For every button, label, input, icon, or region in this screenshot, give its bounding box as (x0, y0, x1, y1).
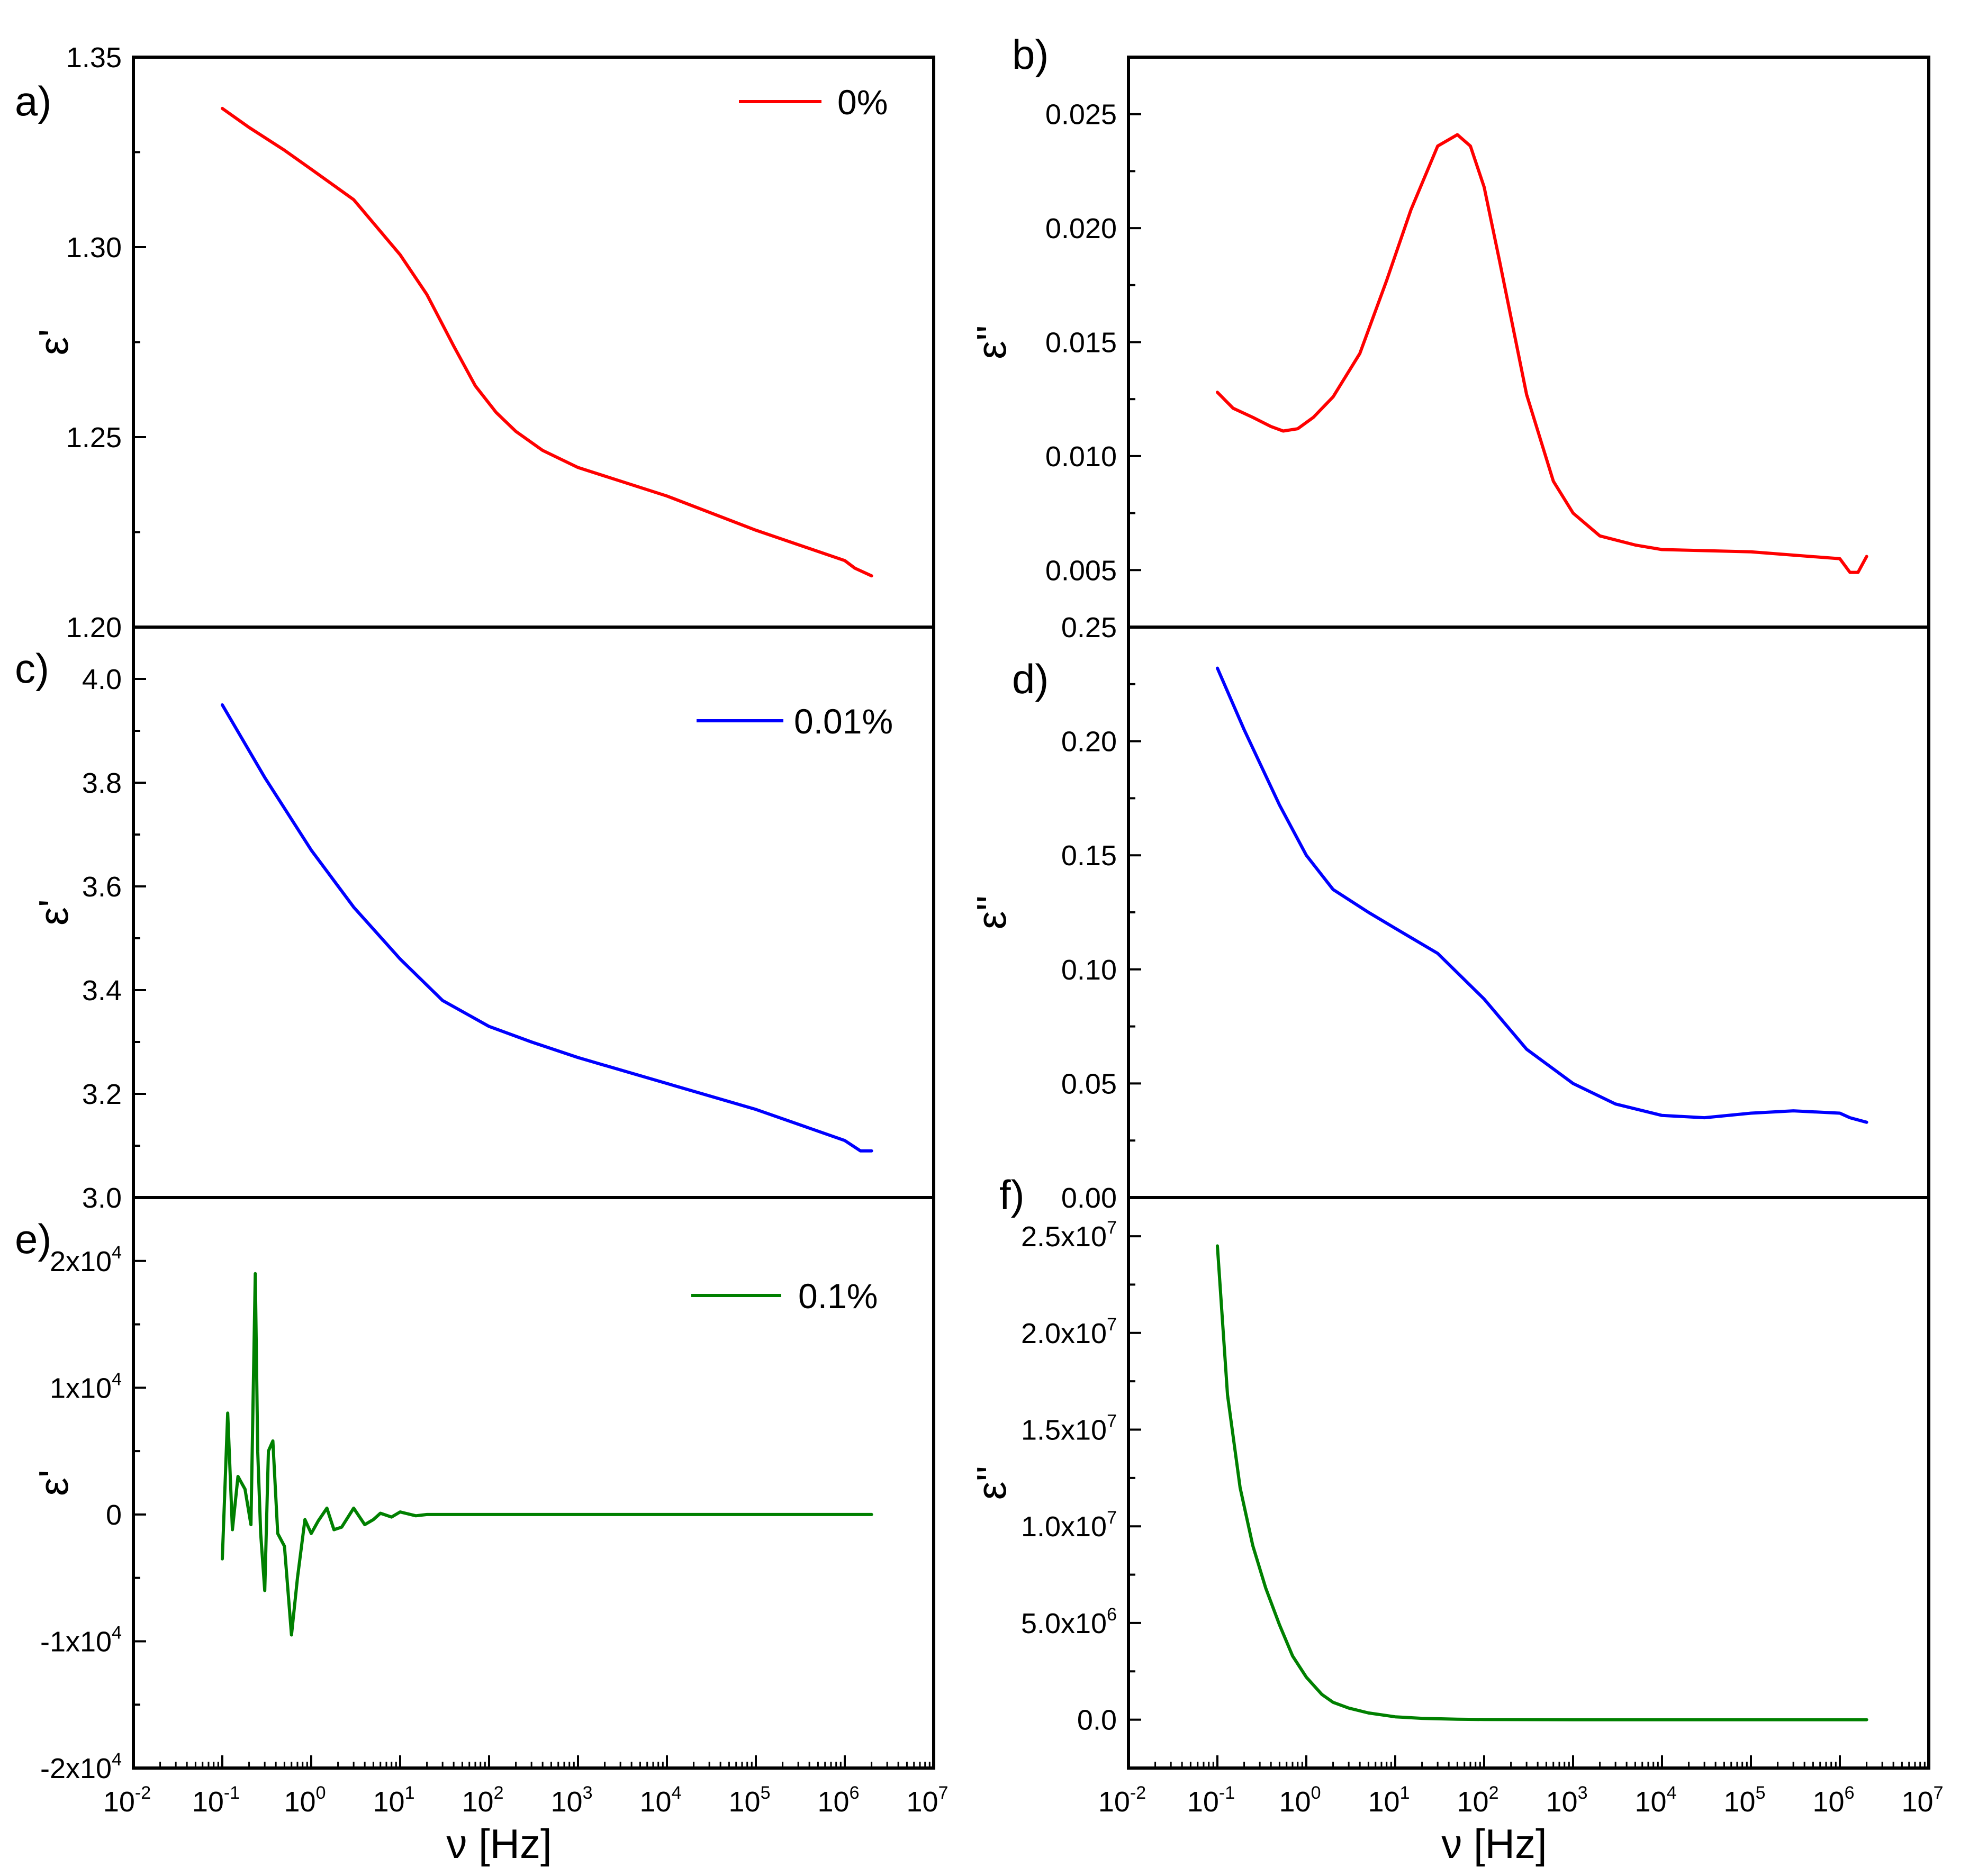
data-series-line (221, 106, 873, 578)
y-tick-label: 0.025 (1045, 99, 1117, 131)
x-tick-label: 105 (729, 1783, 771, 1818)
y-tick-label: 3.2 (82, 1079, 122, 1110)
x-tick-label: 106 (818, 1783, 860, 1818)
x-tick-label: 10-2 (103, 1783, 151, 1818)
y-tick-label: 5.0x106 (1021, 1605, 1117, 1639)
x-tick-label: 106 (1813, 1783, 1855, 1818)
panel-label: c) (15, 645, 49, 692)
panel-a: 1.20 1.25 1.30 1.35 ε' a) 0% (15, 42, 935, 644)
y-tick-label: 0.010 (1045, 441, 1117, 473)
y-tick-label: 0.20 (1061, 726, 1117, 758)
x-tick-label: 103 (551, 1783, 593, 1818)
y-axis-title: ε' (30, 329, 77, 356)
y-tick-label: 0.005 (1045, 555, 1117, 586)
y-tick-label: 2.5x107 (1021, 1218, 1117, 1253)
y-tick-label: 0.020 (1045, 213, 1117, 244)
data-series-line (1216, 133, 1868, 574)
x-tick-label: 101 (373, 1783, 415, 1818)
x-tick-label: 100 (1279, 1783, 1321, 1818)
x-tick-label: 10-1 (1187, 1783, 1235, 1818)
y-tick-label: 0.15 (1061, 840, 1117, 872)
y-tick-label: -1x104 (40, 1623, 122, 1657)
x-tick-label: 10-1 (192, 1783, 240, 1818)
y-tick-label: 3.0 (82, 1182, 122, 1214)
panel-f: 0.0 5.0x106 1.0x107 1.5x107 2.0x107 2.5x107 10… (968, 1172, 1944, 1867)
x-tick-label: 101 (1368, 1783, 1410, 1818)
y-axis-title: ε'' (968, 1466, 1015, 1500)
data-series-line (221, 703, 873, 1153)
x-tick-label: 102 (462, 1783, 504, 1818)
x-tick-label: 104 (1635, 1783, 1677, 1818)
y-tick-label: 3.8 (82, 767, 122, 799)
x-tick-label: 102 (1457, 1783, 1499, 1818)
x-axis-title: ν [Hz] (446, 1820, 552, 1867)
y-tick-label: 3.6 (82, 871, 122, 903)
x-tick-label: 104 (640, 1783, 682, 1818)
panel-b: 0.005 0.010 0.015 0.020 0.025 ε'' b) (968, 31, 1930, 629)
data-series-line (1216, 666, 1868, 1124)
legend-label: 0.1% (798, 1276, 878, 1316)
y-tick-label: 1.30 (66, 232, 122, 264)
y-tick-label: 0.015 (1045, 327, 1117, 359)
panel-label: d) (1012, 656, 1049, 702)
y-tick-label: -2x104 (40, 1750, 122, 1784)
panel-label: f) (999, 1172, 1025, 1218)
y-tick-label: 0.10 (1061, 954, 1117, 986)
x-axis-title: ν [Hz] (1441, 1820, 1547, 1867)
y-tick-label: 0.0 (1077, 1705, 1117, 1736)
plot-frame (132, 1196, 935, 1770)
plot-frame (1127, 1196, 1930, 1770)
y-tick-label: 1.35 (66, 42, 122, 74)
y-tick-label: 1.20 (66, 612, 122, 644)
y-tick-label: 1.25 (66, 422, 122, 454)
y-axis-title: ε'' (968, 325, 1015, 359)
panel-c: 3.0 3.2 3.4 3.6 3.8 4.0 ε' c) 0.01% (15, 626, 935, 1214)
panel-e: -2x104 -1x104 0 1x104 2x104 10-2 10-1 100 101 102… (15, 1196, 949, 1867)
panel-label: b) (1012, 31, 1049, 78)
y-tick-label: 1.5x107 (1021, 1411, 1117, 1446)
legend-label: 0.01% (794, 702, 893, 741)
y-tick-label: 0.05 (1061, 1068, 1117, 1100)
legend-label: 0% (837, 83, 888, 122)
y-tick-label: 4.0 (82, 664, 122, 695)
y-axis-title: ε' (30, 1470, 77, 1496)
x-tick-label: 107 (1902, 1783, 1944, 1818)
y-tick-label: 0.25 (1061, 612, 1117, 644)
y-axis-title: ε' (30, 899, 77, 926)
y-tick-label: 0.00 (1061, 1182, 1117, 1214)
x-tick-label: 100 (284, 1783, 326, 1818)
y-tick-label: 1x104 (50, 1369, 122, 1404)
data-series-line (1216, 1244, 1868, 1721)
y-axis-title: ε'' (968, 895, 1015, 930)
y-tick-label: 2x104 (50, 1243, 122, 1277)
x-tick-label: 103 (1546, 1783, 1588, 1818)
x-tick-label: 10-2 (1098, 1783, 1146, 1818)
y-tick-label: 0 (106, 1499, 122, 1531)
x-tick-label: 107 (907, 1783, 949, 1818)
panel-d: 0.00 0.05 0.10 0.15 0.20 0.25 ε'' d) (968, 612, 1930, 1214)
panel-label: e) (15, 1216, 51, 1262)
y-tick-label: 3.4 (82, 975, 122, 1007)
panel-label: a) (15, 78, 51, 124)
data-series-line (221, 1272, 873, 1637)
plot-frame (132, 56, 935, 629)
x-tick-label: 105 (1724, 1783, 1766, 1818)
y-tick-label: 2.0x107 (1021, 1315, 1117, 1349)
plot-frame (1127, 56, 1930, 629)
y-tick-label: 1.0x107 (1021, 1508, 1117, 1543)
